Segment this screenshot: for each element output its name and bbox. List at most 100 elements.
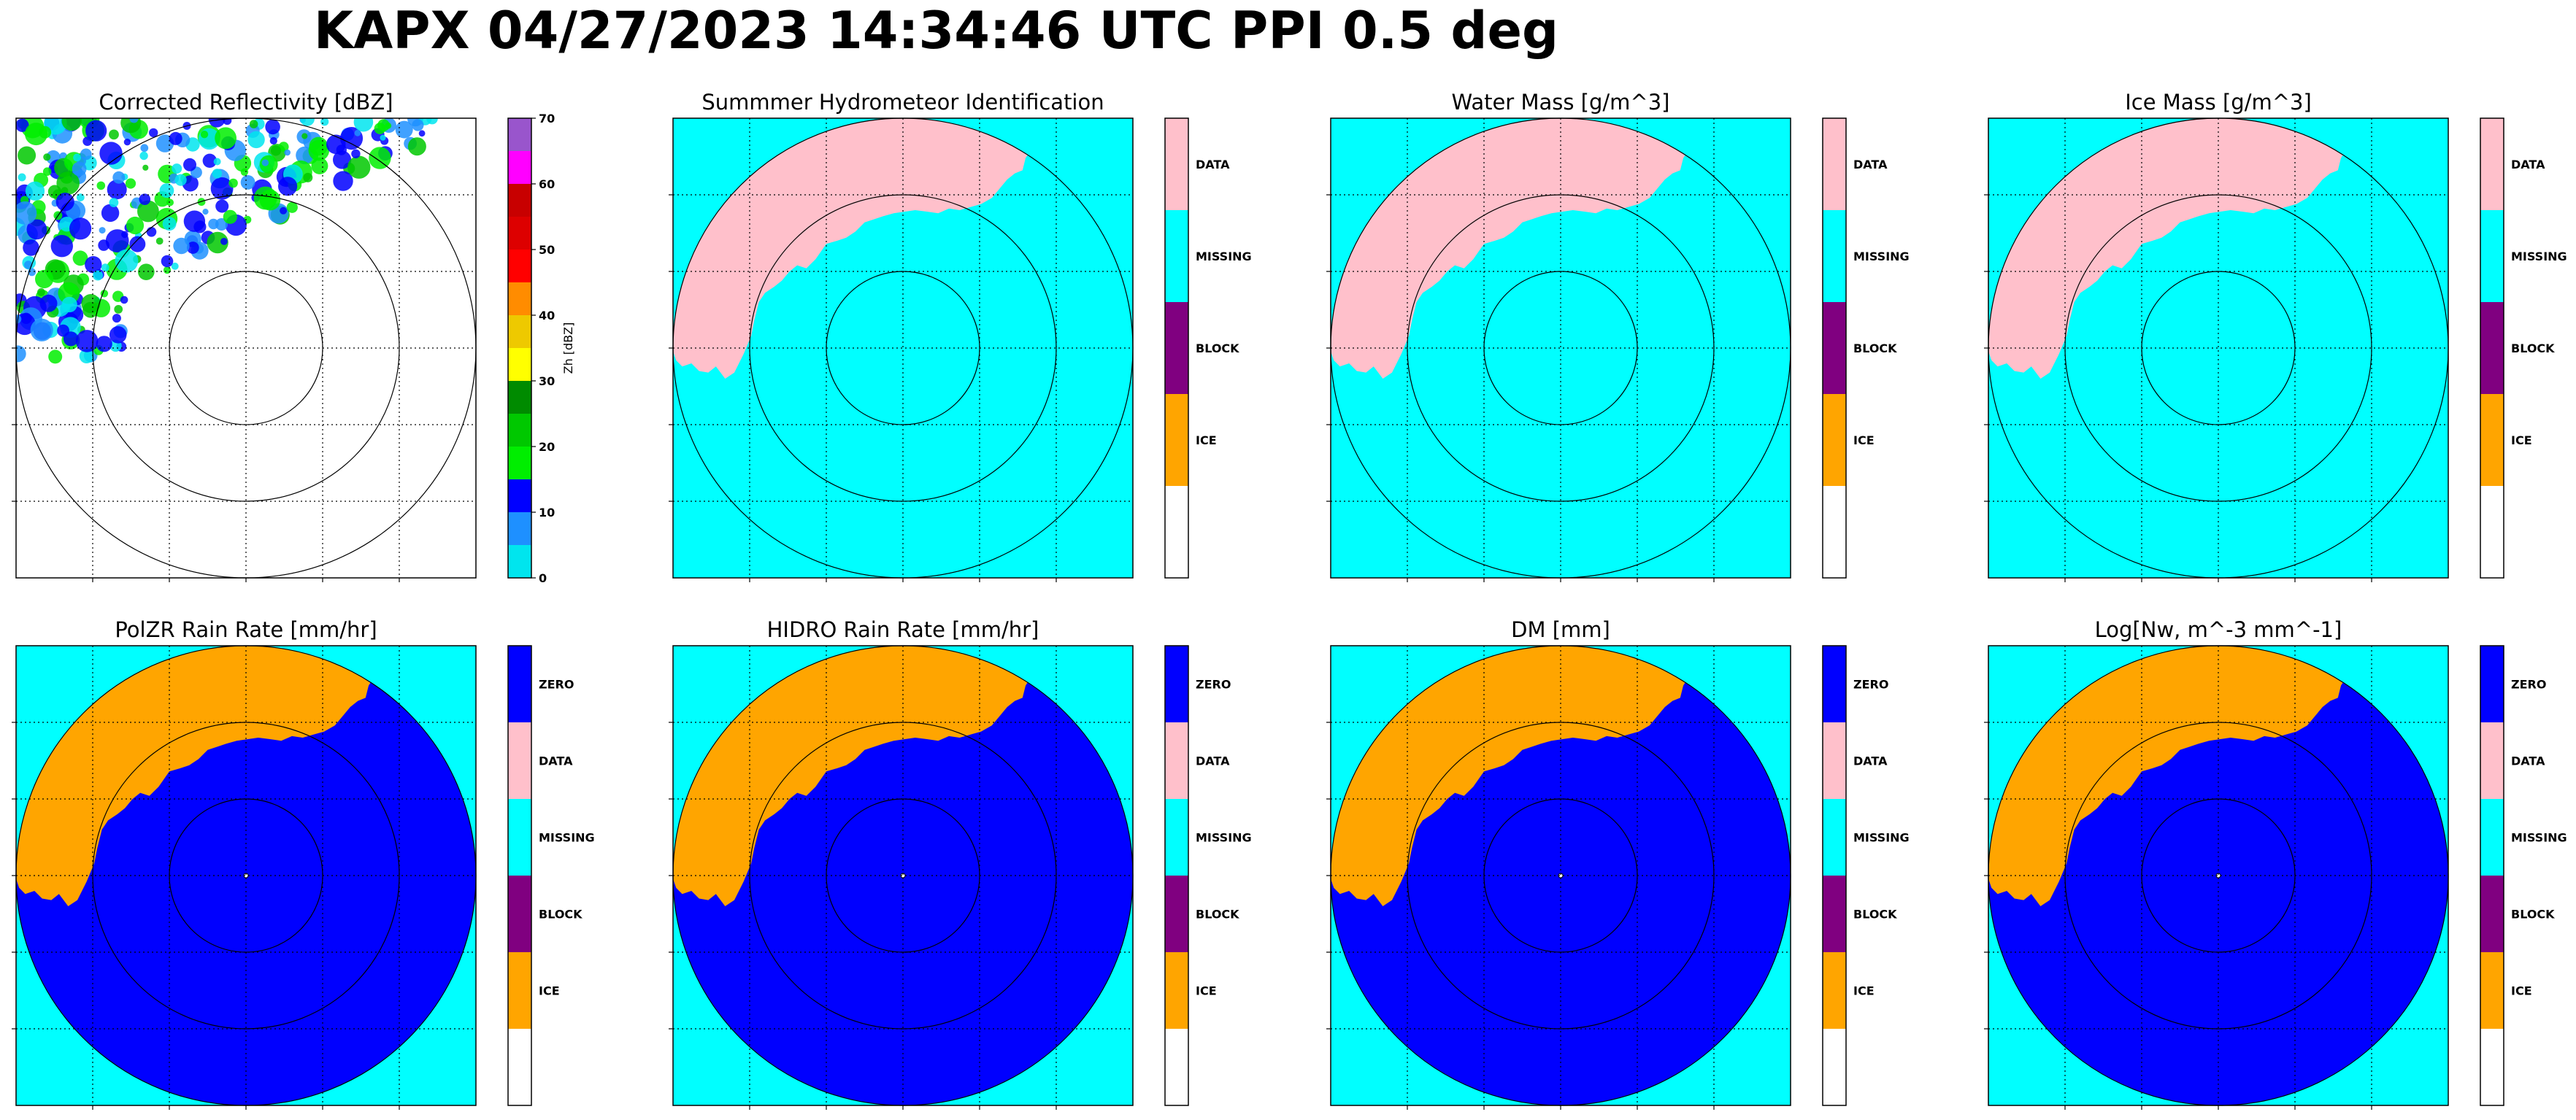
colorbar-segment bbox=[2480, 118, 2504, 210]
echo-pixel bbox=[149, 128, 158, 138]
colorbar-segment bbox=[508, 414, 531, 447]
colorbar-category-label: ZERO bbox=[2511, 678, 2546, 692]
panel-title: HIDRO Rain Rate [mm/hr] bbox=[767, 617, 1039, 642]
echo-pixel bbox=[129, 118, 139, 123]
echo-pixel bbox=[200, 131, 209, 139]
colorbar-category-label: MISSING bbox=[1853, 250, 1910, 263]
echo-pixel bbox=[300, 118, 315, 126]
colorbar-category-label: ICE bbox=[2511, 984, 2532, 998]
colorbar-segment bbox=[2480, 210, 2504, 302]
echo-pixel bbox=[146, 227, 157, 237]
echo-pixel bbox=[374, 123, 386, 135]
echo-pixel bbox=[353, 118, 374, 132]
range-ring bbox=[1407, 194, 1715, 502]
range-ring bbox=[2064, 194, 2372, 502]
colorbar-tick-label: 20 bbox=[539, 440, 555, 454]
colorbar-category-label: ICE bbox=[1853, 433, 1875, 447]
range-ring bbox=[826, 798, 980, 953]
echo-pixel bbox=[303, 172, 313, 182]
echo-pixel bbox=[30, 318, 53, 341]
colorbar-category-label: ZERO bbox=[539, 678, 574, 692]
echo-pixel bbox=[207, 231, 228, 254]
colorbar-category-label: ICE bbox=[1853, 984, 1875, 998]
figure-title: KAPX 04/27/2023 14:34:46 UTC PPI 0.5 deg bbox=[313, 1, 1559, 61]
colorbar-category-label: ZERO bbox=[1196, 678, 1231, 692]
colorbar-segment bbox=[508, 545, 531, 578]
echo-pixel bbox=[76, 193, 85, 201]
range-ring bbox=[2064, 722, 2372, 1030]
echo-pixel bbox=[72, 250, 88, 266]
colorbar-category-label: BLOCK bbox=[1853, 908, 1897, 922]
colorbar-segment bbox=[508, 447, 531, 479]
colorbar-segment bbox=[508, 217, 531, 250]
colorbar-segment bbox=[508, 315, 531, 348]
colorbar-segment bbox=[1165, 952, 1188, 1029]
range-ring bbox=[1988, 645, 2449, 1106]
echo-pixel bbox=[253, 186, 277, 210]
echo-pixel bbox=[85, 256, 102, 274]
range-ring bbox=[672, 117, 1134, 579]
echo-pixel bbox=[50, 235, 74, 258]
echo-pixel bbox=[186, 242, 199, 254]
range-ring bbox=[1483, 798, 1638, 953]
panel-title: DM [mm] bbox=[1511, 617, 1610, 642]
echo-pixel bbox=[61, 118, 82, 131]
echo-pixel bbox=[418, 130, 426, 137]
colorbar-segment bbox=[508, 348, 531, 381]
colorbar-segment bbox=[508, 722, 531, 799]
echo-pixel bbox=[112, 314, 121, 323]
colorbar-category-label: DATA bbox=[1853, 158, 1888, 171]
echo-pixel bbox=[280, 206, 288, 215]
echo-pixel bbox=[269, 136, 277, 145]
radar-panel: Summmer Hydrometeor Identification DATA MI… bbox=[669, 90, 1252, 582]
range-ring bbox=[672, 645, 1134, 1106]
echo-pixel bbox=[96, 181, 106, 190]
colorbar-category-label: BLOCK bbox=[2511, 908, 2555, 922]
echo-pixel bbox=[48, 349, 63, 364]
colorbar-category-label: DATA bbox=[539, 754, 573, 768]
echo-pixel bbox=[79, 349, 94, 363]
colorbar-frame bbox=[1822, 645, 1847, 1106]
range-ring bbox=[1407, 722, 1715, 1030]
echo-pixel bbox=[63, 331, 79, 347]
radar-panel: Log[Nw, m^-3 mm^-1] ZERO DATA MISSING BLOCK I… bbox=[1984, 617, 2567, 1110]
colorbar-frame bbox=[2480, 645, 2504, 1106]
echo-pixel bbox=[99, 142, 123, 165]
range-ring bbox=[1330, 645, 1791, 1106]
colorbar-category-label: BLOCK bbox=[1196, 908, 1239, 922]
echo-pixel bbox=[215, 127, 237, 150]
echo-pixel bbox=[69, 217, 92, 240]
echo-pixel bbox=[123, 139, 131, 146]
colorbar-category-label: BLOCK bbox=[2511, 341, 2555, 355]
colorbar-tick-label: 10 bbox=[539, 506, 555, 520]
colorbar-category-label: MISSING bbox=[539, 831, 595, 845]
echo-pixel bbox=[120, 296, 128, 304]
echo-pixel bbox=[115, 249, 139, 273]
range-ring bbox=[169, 798, 323, 953]
echo-pixel bbox=[311, 157, 328, 174]
colorbar-frame bbox=[507, 117, 532, 579]
echo-pixel bbox=[380, 134, 386, 141]
echo-region bbox=[16, 646, 371, 906]
range-ring bbox=[2141, 271, 2296, 425]
echo-pixel bbox=[126, 216, 145, 235]
colorbar-segment bbox=[2480, 486, 2504, 578]
echo-pixel bbox=[354, 129, 361, 136]
echo-pixel bbox=[16, 201, 37, 225]
echo-pixel bbox=[395, 120, 413, 139]
echo-pixel bbox=[210, 177, 234, 200]
colorbar-category-label: MISSING bbox=[2511, 250, 2567, 263]
colorbar-segment bbox=[1165, 1029, 1188, 1105]
reflectivity-echoes bbox=[16, 118, 438, 364]
echo-pixel bbox=[109, 198, 119, 207]
echo-pixel bbox=[215, 218, 228, 231]
colorbar-segment bbox=[2480, 394, 2504, 486]
echo-pixel bbox=[105, 229, 129, 252]
colorbar-segment bbox=[2480, 799, 2504, 876]
echo-pixel bbox=[333, 150, 352, 169]
colorbar-segment bbox=[1165, 646, 1188, 722]
echo-pixel bbox=[93, 270, 103, 281]
echo-pixel bbox=[326, 134, 346, 155]
colorbar-category-label: DATA bbox=[2511, 158, 2545, 171]
echo-pixel bbox=[37, 288, 45, 296]
